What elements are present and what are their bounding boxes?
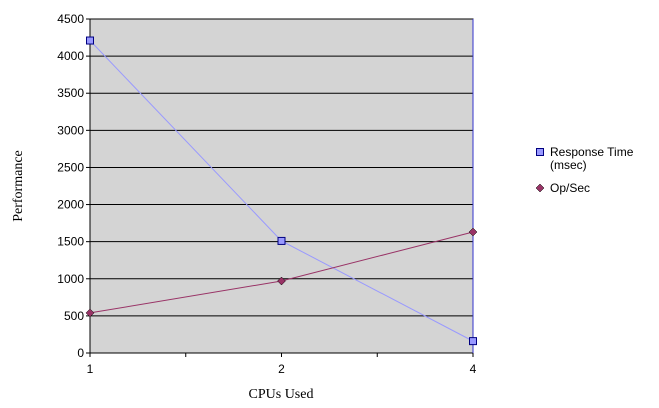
data-point-square [469, 337, 477, 346]
y-tick-label: 1500 [57, 235, 84, 249]
y-tick-label: 2500 [57, 160, 84, 174]
series-group [85, 36, 478, 346]
x-tick-labels: 1 2 4 [87, 353, 477, 376]
y-tick-label: 2000 [57, 198, 84, 212]
data-point-square [86, 36, 94, 45]
grid-lines [90, 18, 473, 317]
y-axis-title: Performance [11, 150, 26, 222]
data-point-diamond [277, 276, 286, 286]
data-point-diamond [85, 308, 95, 318]
y-tick-label: 3000 [57, 123, 84, 137]
x-tick-label: 1 [87, 362, 94, 376]
data-point-square [277, 236, 286, 245]
y-tick-label: 500 [64, 309, 84, 323]
y-tick-label: 4000 [57, 49, 84, 63]
legend-entry-label: Op/Sec [550, 181, 590, 195]
plot-area [89, 18, 474, 354]
legend-box [530, 140, 659, 204]
x-tick-label: 2 [278, 362, 285, 376]
y-tick-label: 3500 [57, 86, 84, 100]
y-tick-label: 1000 [57, 272, 84, 286]
x-tick-label: 4 [470, 362, 477, 376]
y-tick-label: 4500 [57, 12, 84, 26]
x-axis-title: CPUs Used [249, 387, 314, 402]
legend: Response Time (msec) Op/Sec [530, 140, 659, 204]
legend-swatch-diamond [535, 183, 545, 193]
y-tick-labels: 0 500 1000 1500 2000 2500 3000 3500 4000 4500 [57, 12, 90, 360]
legend-entry-label: Response Time (msec) [550, 145, 634, 172]
y-tick-label: 0 [77, 346, 84, 360]
legend-swatch-square [536, 148, 544, 156]
data-point-diamond [468, 227, 478, 237]
